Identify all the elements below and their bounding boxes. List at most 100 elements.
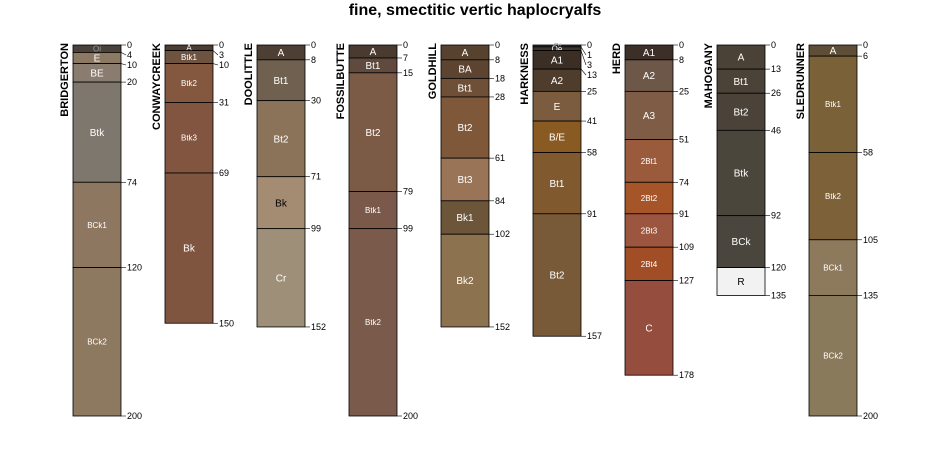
horizon-label: 2Bt4 (641, 260, 658, 269)
depth-label: 41 (587, 116, 597, 126)
depth-label: 8 (495, 55, 500, 65)
horizon-btk2 (348, 228, 398, 417)
horizon-label: Btk (90, 128, 105, 139)
depth-label: 178 (679, 370, 694, 380)
horizon-bt2 (256, 100, 306, 178)
depth-tick (580, 68, 587, 76)
horizon-label: BCk2 (87, 338, 107, 347)
depth-label: 92 (771, 211, 781, 221)
horizon-bck2 (808, 295, 858, 417)
depth-label: 6 (863, 51, 868, 61)
depth-label: 135 (771, 290, 786, 300)
horizon-label: Btk3 (181, 134, 198, 143)
depth-label: 25 (679, 86, 689, 96)
depth-label: 200 (863, 411, 878, 421)
horizon-label: Bt1 (549, 179, 564, 190)
horizon-btk1 (808, 55, 858, 153)
horizon-label: A (186, 44, 192, 53)
profile-herd: A1 A2 A3 2Bt1 2Bt2 2Bt3 2Bt4 C 0 8 25 51 74 91 109 127 1… (611, 40, 694, 380)
horizon-r (716, 267, 766, 296)
horizon-label: Bt1 (273, 76, 288, 87)
depth-tick (120, 52, 127, 56)
horizon-label: E (94, 54, 101, 65)
horizon-label: B/E (549, 132, 565, 143)
horizon-bt2 (716, 92, 766, 131)
depth-label: 91 (587, 209, 597, 219)
horizon-btk (716, 129, 766, 217)
horizon-bt1 (716, 68, 766, 94)
depth-label: 31 (219, 98, 229, 108)
depth-label: 120 (771, 263, 786, 273)
depth-tick (580, 50, 587, 66)
horizon-label: A1 (551, 55, 564, 66)
depth-label: 0 (679, 40, 684, 50)
depth-label: 0 (403, 40, 408, 50)
profile-name: CONWAYCREEK (151, 43, 163, 130)
depth-label: 0 (311, 40, 316, 50)
horizon-btk3 (164, 102, 214, 174)
horizon-label: Bt1 (733, 77, 748, 88)
horizon-label: BCk (732, 237, 752, 248)
horizon-e (532, 90, 582, 122)
horizon-label: A3 (643, 111, 656, 122)
horizon-bck2 (72, 267, 122, 417)
horizon-label: Bt2 (273, 134, 288, 145)
profile-name: FOSSILBUTTE (335, 43, 347, 119)
depth-label: 79 (403, 187, 413, 197)
depth-label: 58 (863, 148, 873, 158)
horizon-label: Btk (734, 169, 749, 180)
depth-label: 1 (587, 50, 592, 60)
horizon-bk2 (440, 233, 490, 328)
depth-label: 150 (219, 318, 234, 328)
horizon-label: Bt3 (457, 175, 472, 186)
depth-label: 105 (863, 235, 878, 245)
profile-name: HERD (611, 43, 623, 74)
horizon-bk (164, 172, 214, 324)
horizon-label: Btk1 (825, 100, 842, 109)
depth-label: 102 (495, 229, 510, 239)
depth-label: 200 (127, 411, 142, 421)
profile-name: DOOLITTLE (243, 43, 255, 105)
depth-tick (580, 46, 587, 56)
horizon-bt1 (532, 152, 582, 215)
depth-label: 20 (127, 77, 137, 87)
chart-title: fine, smectitic vertic haplocryalfs (348, 2, 602, 19)
depth-label: 152 (495, 322, 510, 332)
depth-label: 13 (587, 70, 597, 80)
horizon-label: A (278, 48, 285, 59)
horizon-label: E (554, 102, 561, 113)
depth-label: 69 (219, 168, 229, 178)
profile-name: SLEDRUNNER (795, 43, 807, 119)
depth-label: 120 (127, 263, 142, 273)
depth-label: 127 (679, 276, 694, 286)
depth-label: 99 (403, 224, 413, 234)
depth-label: 46 (771, 125, 781, 135)
horizon-btk2 (164, 63, 214, 103)
depth-label: 51 (679, 135, 689, 145)
horizon-label: A (830, 46, 837, 57)
depth-label: 0 (495, 40, 500, 50)
horizon-label: Bt2 (365, 128, 380, 139)
horizon-label: 2Bt2 (641, 194, 658, 203)
horizon-label: A2 (551, 76, 564, 87)
horizon-label: Bt1 (457, 83, 472, 94)
depth-label: 200 (403, 411, 418, 421)
depth-label: 7 (403, 53, 408, 63)
horizon-label: BCk1 (87, 221, 107, 230)
depth-tick (212, 63, 219, 66)
depth-label: 91 (679, 209, 689, 219)
depth-label: 74 (679, 177, 689, 187)
horizon-label: BCk2 (823, 352, 843, 361)
profile-name: GOLDHILL (427, 43, 439, 99)
profile-doolittle: A Bt1 Bt2 Bk Cr 0 8 30 71 99 152 DOOLITTLE (243, 40, 326, 332)
depth-tick (120, 63, 127, 66)
depth-label: 26 (771, 88, 781, 98)
depth-label: 8 (311, 55, 316, 65)
horizon-label: A (462, 48, 469, 59)
horizon-2bt1 (624, 139, 674, 183)
profile-mahogany: A Bt1 Bt2 Btk BCk R 0 13 26 46 92 120 135 MAHOGANY (703, 40, 786, 300)
depth-label: 58 (587, 148, 597, 158)
horizon-label: 2Bt1 (641, 157, 658, 166)
depth-label: 84 (495, 196, 505, 206)
